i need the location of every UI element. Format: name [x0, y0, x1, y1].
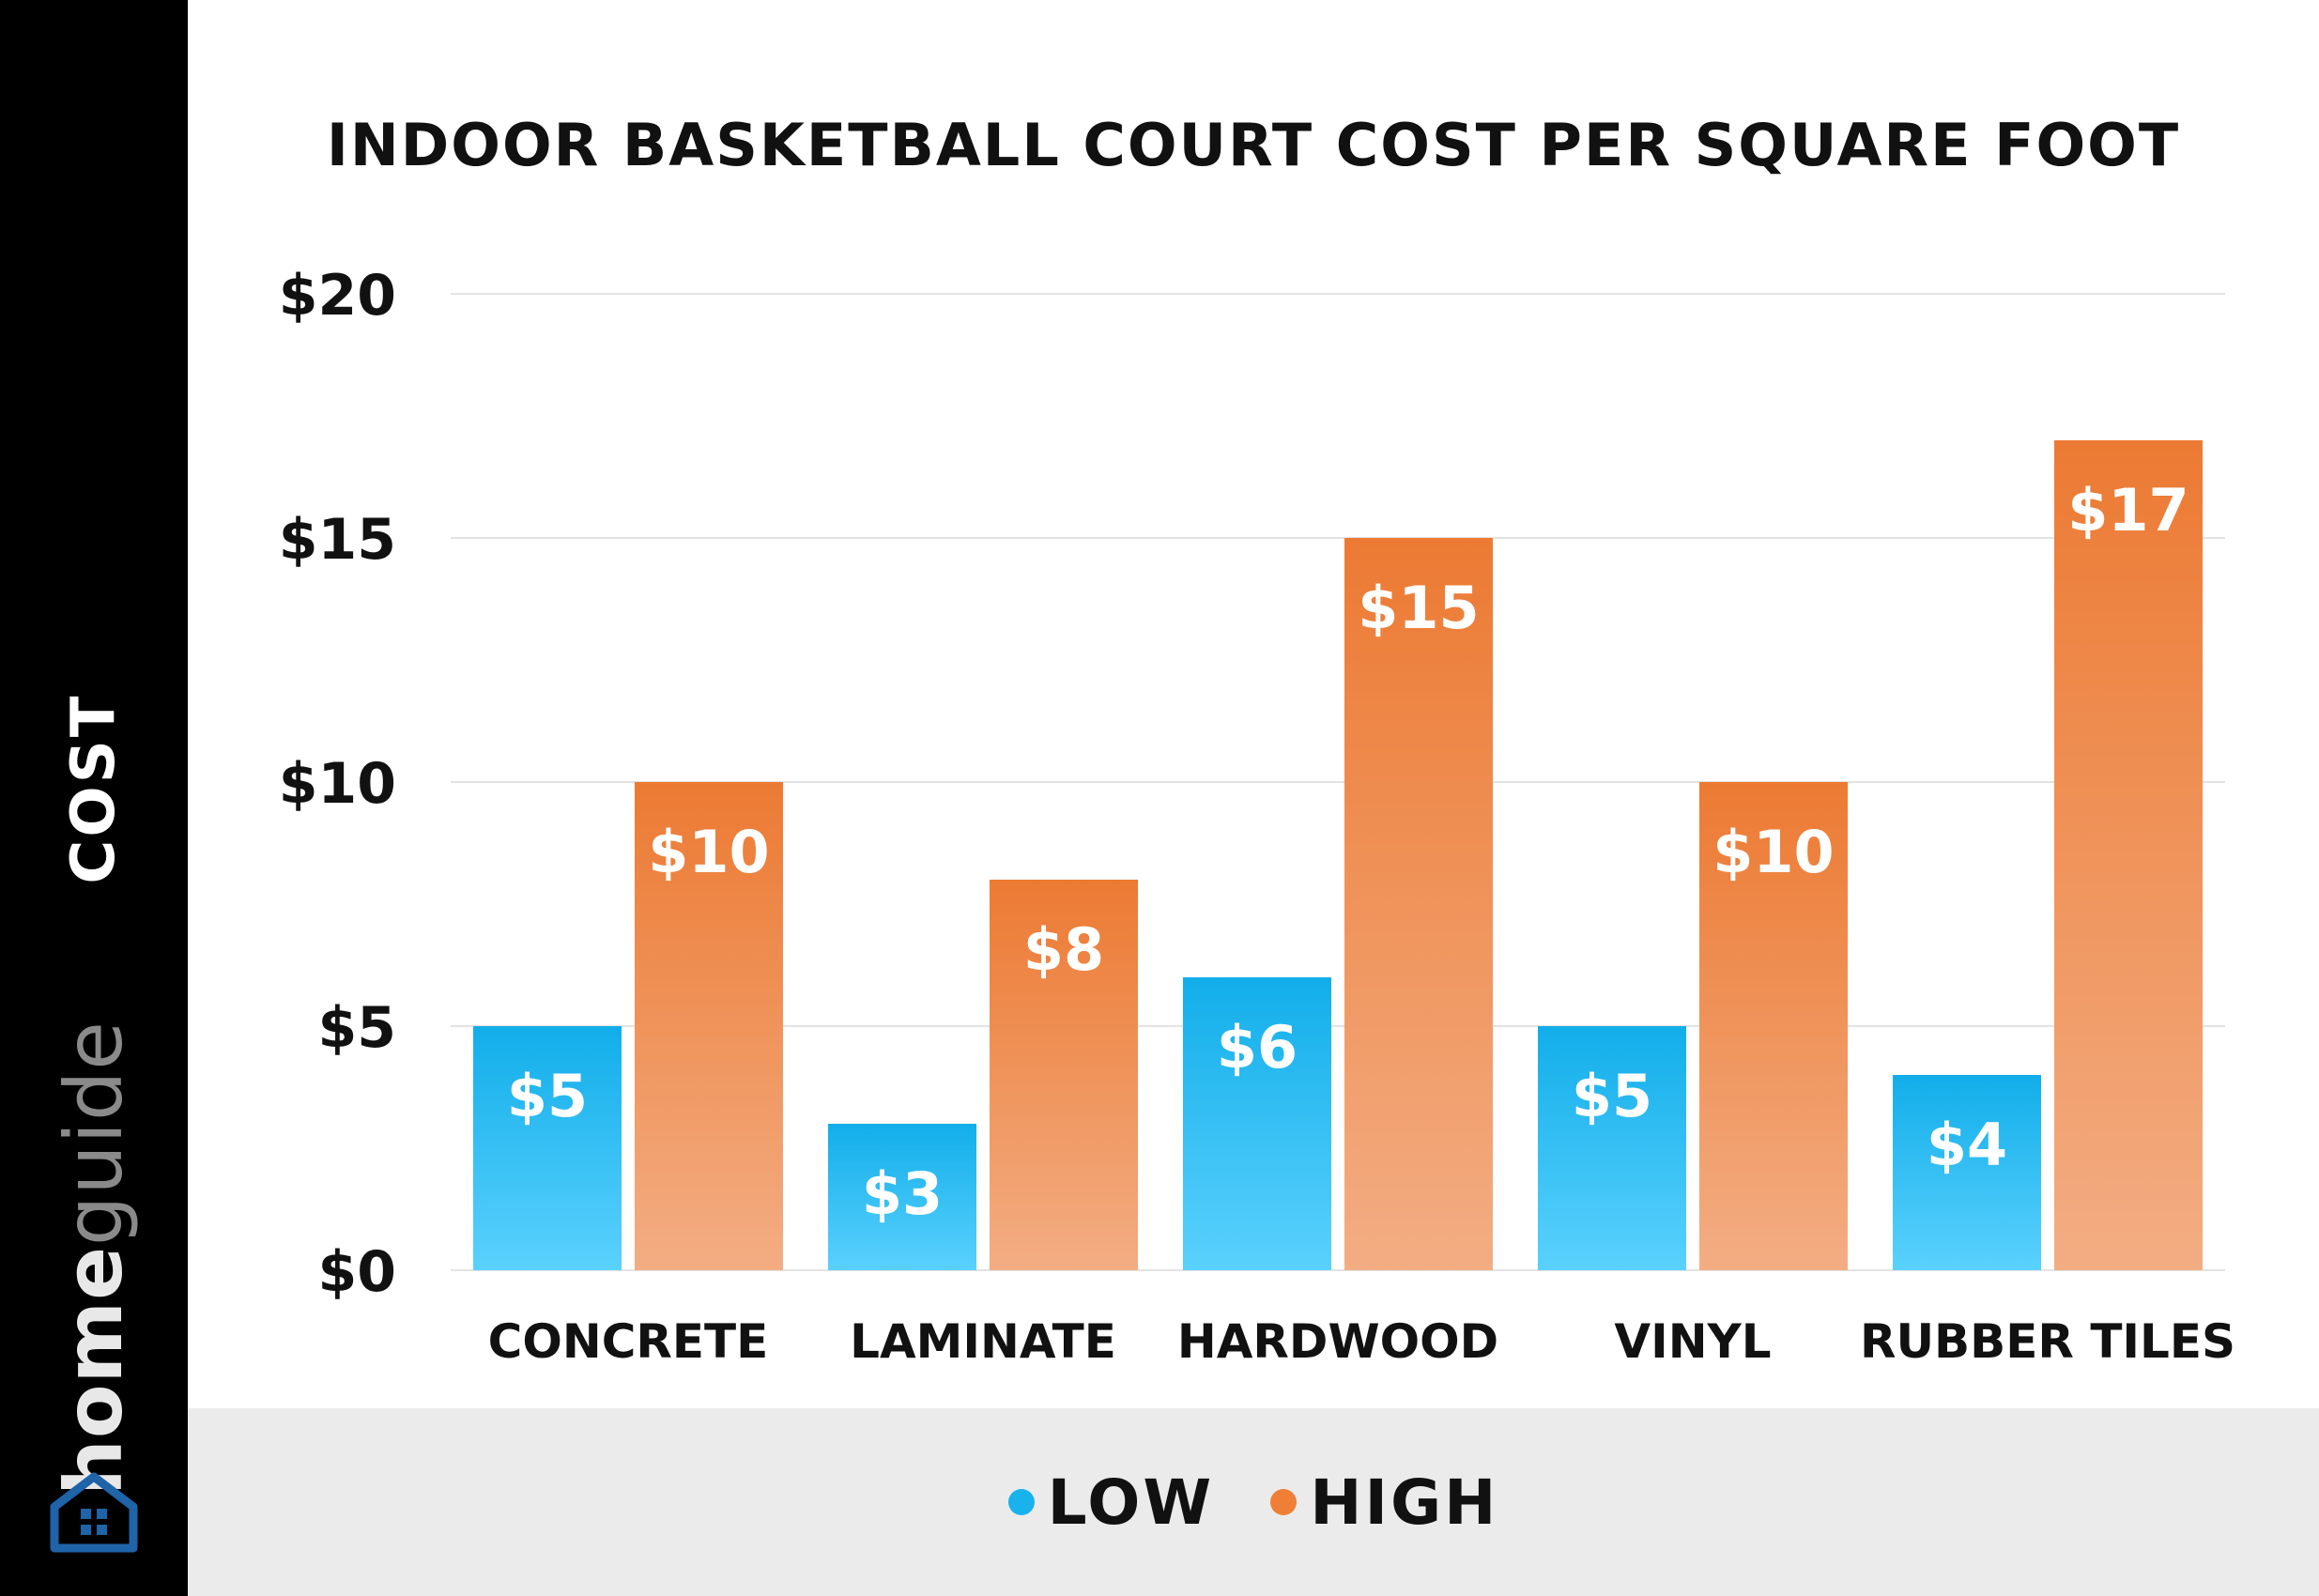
bar-high: [990, 880, 1138, 1270]
legend-dot-low: [1007, 1489, 1035, 1515]
bar-low: [828, 1124, 976, 1270]
bar-label-low: $3: [862, 1159, 943, 1228]
bar-low: [1538, 1026, 1686, 1270]
bar-label-high: $8: [1023, 915, 1104, 984]
bar-label-high: $15: [1358, 574, 1479, 642]
y-tick-label: $10: [279, 751, 396, 817]
bar-label-low: $5: [507, 1062, 588, 1130]
bar-low: [473, 1026, 622, 1270]
x-tick-label: HARDWOOD: [1177, 1314, 1498, 1369]
legend: LOW HIGH: [188, 1408, 2319, 1596]
x-tick-label: LAMINATE: [850, 1314, 1116, 1369]
legend-bar: LOW HIGH: [188, 1408, 2319, 1596]
bar-low: [1893, 1075, 2041, 1270]
y-tick-label: $5: [318, 995, 397, 1061]
bar-label-high: $17: [2067, 476, 2188, 545]
legend-dot-high: [1270, 1489, 1298, 1515]
x-tick-label: VINYL: [1614, 1314, 1771, 1369]
bar-label-low: $4: [1927, 1111, 2007, 1179]
bars: $5 $10 $3 $8 $6 $15 $5 $10 $4 $17: [473, 440, 2203, 1270]
y-axis-ticks: $0 $5 $10 $15 $20: [279, 263, 396, 1305]
x-tick-label: CONCRETE: [488, 1314, 769, 1369]
bar-low: [1183, 977, 1331, 1270]
bar-high: [2054, 440, 2203, 1270]
bar-label-high: $10: [1712, 818, 1834, 886]
legend-item-low: LOW: [1007, 1466, 1215, 1539]
sidebar: COST homeguide: [0, 0, 188, 1596]
bar-label-low: $6: [1217, 1013, 1298, 1082]
x-tick-label: RUBBER TILES: [1860, 1314, 2235, 1369]
y-tick-label: $0: [318, 1239, 397, 1305]
bar-chart: $0 $5 $10 $15 $20 $5 $10 $3 $8 $6 $15 $5 $10 $4 $17 C…: [279, 263, 2235, 1369]
bar-label-high: $10: [648, 818, 769, 886]
bar-high: [1699, 782, 1848, 1270]
bar-high: [1344, 538, 1493, 1270]
y-tick-label: $15: [279, 507, 396, 573]
bar-high: [635, 782, 783, 1270]
chart-title: INDOOR BASKETBALL COURT COST PER SQUARE …: [326, 111, 2181, 179]
y-tick-label: $20: [279, 263, 396, 329]
bar-label-low: $5: [1572, 1062, 1652, 1130]
legend-label-high: HIGH: [1310, 1466, 1499, 1539]
legend-item-high: HIGH: [1270, 1466, 1498, 1539]
legend-label-low: LOW: [1047, 1466, 1215, 1539]
x-axis-labels: CONCRETE LAMINATE HARDWOOD VINYL RUBBER TILE…: [488, 1314, 2235, 1369]
house-icon: [50, 1472, 138, 1553]
